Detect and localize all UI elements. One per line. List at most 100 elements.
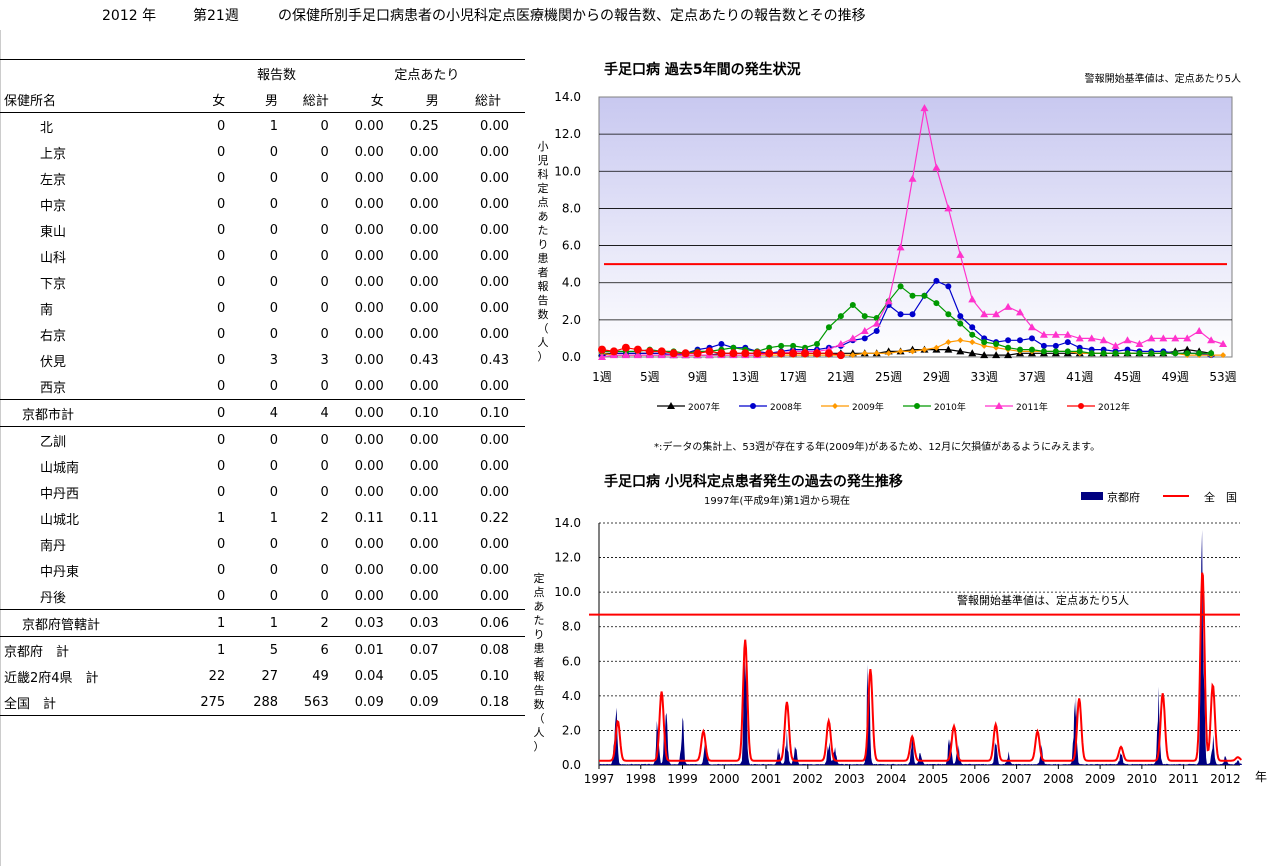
- data-point: [861, 350, 868, 357]
- data-point: [1100, 350, 1107, 357]
- table-row: 西京 0 0 0 0.00 0.00 0.00: [0, 373, 525, 400]
- cell-per-female: 0.00: [354, 326, 384, 342]
- table-row: 山科 0 0 0 0.00 0.00 0.00: [0, 243, 525, 269]
- data-point: [766, 344, 773, 351]
- group-reports-header: 報告数: [184, 59, 329, 86]
- table-row: 南丹 0 0 0 0.00 0.00 0.00: [0, 531, 525, 557]
- title-bar: 2012 年 第21週 の保健所別手足口病患者の小児科定点医療機関からの報告数、…: [0, 0, 1269, 30]
- x-tick-label: 2006: [960, 772, 991, 786]
- cell-total: 563: [278, 689, 329, 716]
- data-point: [789, 349, 798, 358]
- cell-female: 1: [184, 636, 226, 663]
- row-name: 中丹西: [40, 486, 80, 502]
- data-point: [1207, 336, 1216, 344]
- data-point: [920, 104, 929, 112]
- cell-per-female: 0.00: [354, 536, 384, 552]
- x-tick-label: 1997: [584, 772, 615, 786]
- y-tick-label: 6.0: [562, 239, 581, 253]
- data-point: [968, 349, 977, 357]
- data-point: [945, 283, 952, 290]
- data-point: [873, 315, 880, 321]
- table-row: 中丹東 0 0 0 0.00 0.00 0.00: [0, 557, 525, 583]
- data-point: [861, 335, 868, 342]
- table-row: 山城南 0 0 0 0.00 0.00 0.00: [0, 453, 525, 479]
- cell-female: 0: [216, 432, 226, 448]
- cell-total: 0: [320, 118, 329, 134]
- cell-female: 0: [216, 274, 226, 290]
- data-point: [956, 347, 965, 355]
- data-point: [933, 277, 940, 284]
- x-tick-label: 1週: [592, 370, 612, 384]
- cell-male: 0: [269, 248, 279, 264]
- data-point: [1040, 348, 1047, 355]
- cell-per-female: 0.00: [328, 399, 384, 427]
- data-point: [621, 351, 630, 359]
- cell-female: 0: [216, 144, 226, 160]
- row-name: 京都府管轄計: [0, 609, 185, 637]
- y-tick-label: 8.0: [562, 620, 581, 634]
- cell-per-male: 0.00: [409, 458, 439, 474]
- data-point: [825, 324, 832, 331]
- data-point: [908, 174, 917, 182]
- cell-female: 0: [216, 536, 226, 552]
- legend-label: 2009年: [852, 401, 884, 413]
- row-name: 山科: [40, 250, 67, 266]
- cell-per-female: 0.00: [354, 118, 384, 134]
- cell-per-male: 0.00: [409, 144, 439, 160]
- cell-per-male: 0.00: [409, 248, 439, 264]
- data-point: [1017, 337, 1024, 344]
- data-point: [969, 324, 976, 331]
- cell-male: 0: [269, 144, 279, 160]
- col-ptotal-header: 総計: [438, 86, 525, 113]
- x-tick-label: 2007: [1001, 772, 1032, 786]
- cell-total: 49: [312, 668, 329, 684]
- cell-per-total: 0.10: [480, 668, 509, 684]
- data-point: [956, 250, 965, 258]
- data-point: [621, 343, 630, 352]
- data-point: [921, 292, 928, 299]
- data-point: [1172, 350, 1179, 357]
- table-row: 左京 0 0 0 0.00 0.00 0.00: [0, 165, 525, 191]
- cell-male: 27: [261, 668, 279, 684]
- table-row: 右京 0 0 0 0.00 0.00 0.00: [0, 321, 525, 347]
- data-point: [944, 345, 953, 353]
- col-pm-header: 男: [383, 86, 439, 113]
- cell-female: 0: [216, 588, 226, 604]
- legend-label: 2012年: [1098, 401, 1130, 413]
- data-point: [873, 350, 880, 357]
- col-f-header: 女: [184, 86, 226, 113]
- cell-total: 0: [320, 196, 329, 212]
- series-line-2010年: [602, 285, 1212, 354]
- x-tick-label: 49週: [1162, 370, 1189, 384]
- x-tick-label: 21週: [827, 370, 854, 384]
- data-point: [909, 348, 916, 355]
- cell-per-female: 0.00: [354, 222, 384, 238]
- cell-per-total: 0.00: [480, 118, 509, 134]
- cell-per-total: 0.00: [480, 378, 509, 394]
- cell-male: 0: [269, 378, 279, 394]
- cell-per-male: 0.00: [409, 562, 439, 578]
- table-row: 京都市計 0 4 4 0.00 0.10 0.10: [0, 399, 525, 427]
- table-header-columns: 保健所名 女 男 総計 女 男 総計: [0, 86, 525, 113]
- table-row: 丹後 0 0 0 0.00 0.00 0.00: [0, 583, 525, 610]
- cell-per-female: 0.00: [354, 458, 384, 474]
- cell-per-male: 0.00: [409, 588, 439, 604]
- legend-label: 全 国: [1204, 490, 1237, 504]
- col-m-header: 男: [225, 86, 279, 113]
- data-point: [693, 349, 702, 358]
- alert-note: 警報開始基準値は、定点あたり5人: [957, 593, 1129, 607]
- cell-male: 288: [225, 689, 279, 716]
- cell-per-male: 0.00: [409, 432, 439, 448]
- row-name: 山城北: [40, 512, 80, 528]
- left-border: [0, 30, 1, 866]
- table-row: 南 0 0 0 0.00 0.00 0.00: [0, 295, 525, 321]
- group-per-sentinel-header: 定点あたり: [328, 59, 525, 86]
- x-tick-label: 33週: [971, 370, 998, 384]
- cell-per-female: 0.11: [354, 510, 384, 526]
- data-point: [741, 349, 750, 358]
- data-point: [1075, 334, 1084, 342]
- row-name: 東山: [40, 224, 67, 240]
- data-point: [598, 353, 606, 360]
- data-point: [932, 163, 941, 171]
